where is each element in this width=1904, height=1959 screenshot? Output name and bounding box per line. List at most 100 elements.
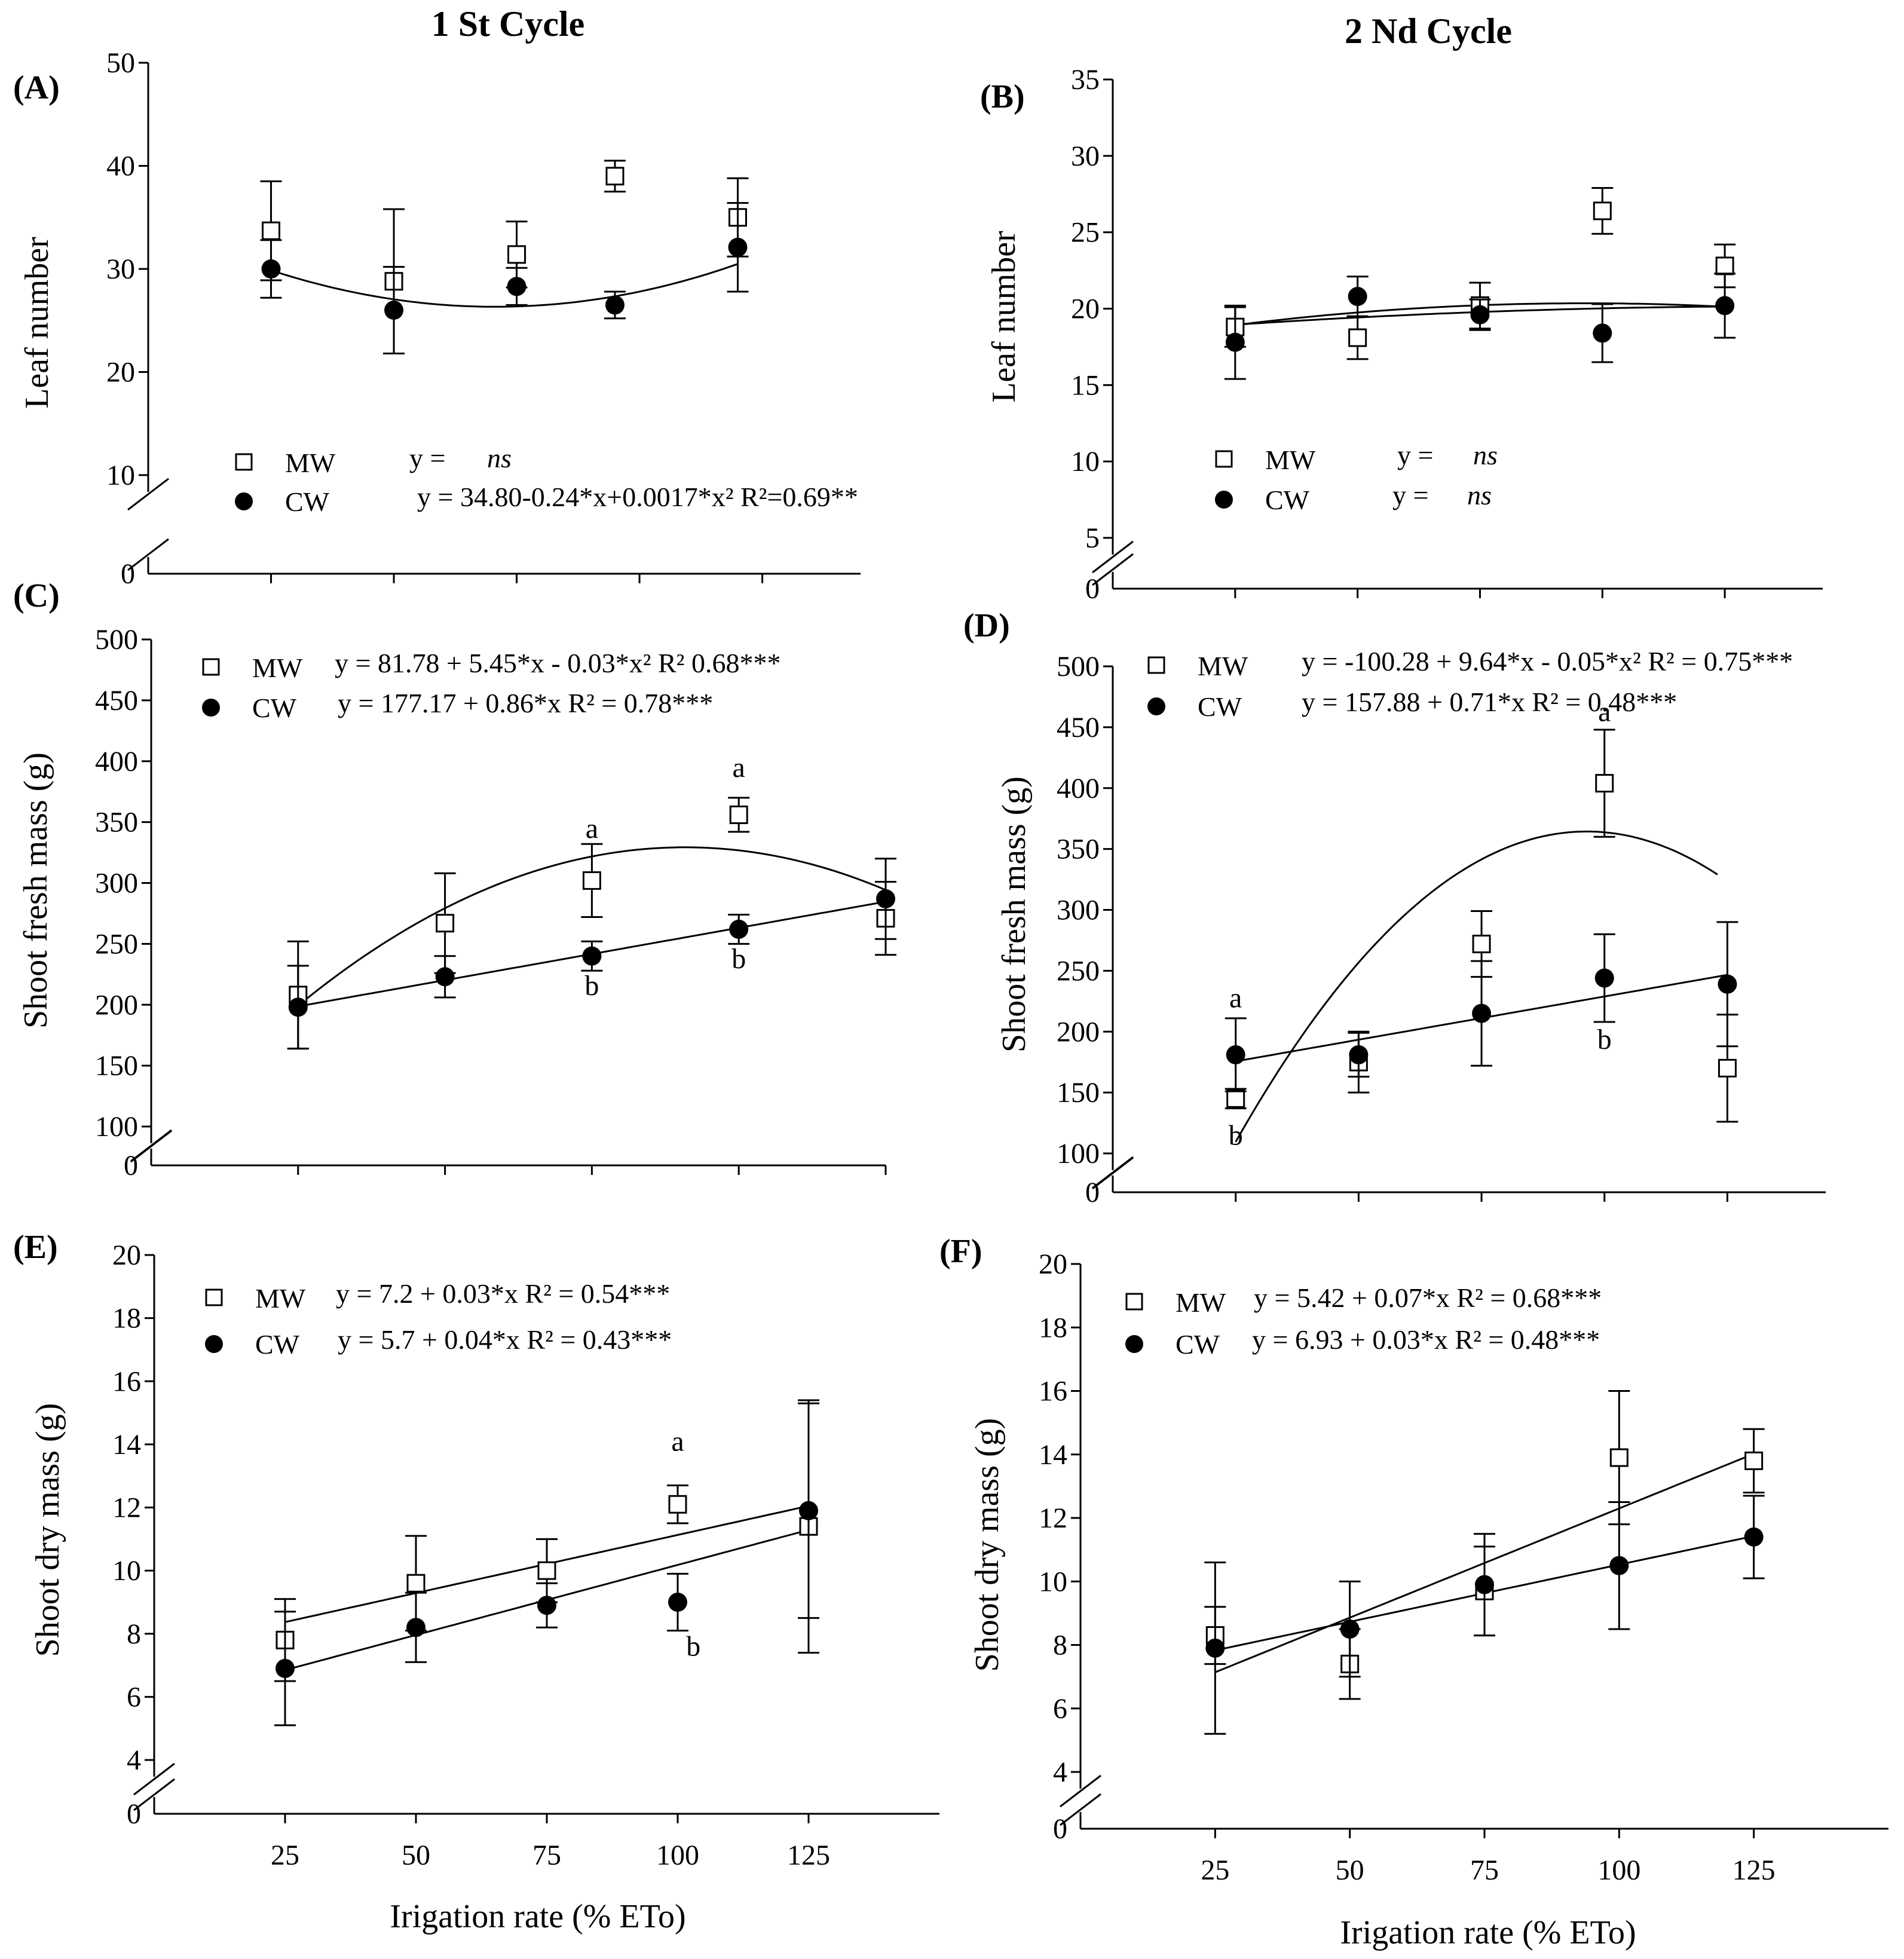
axis-break-mark — [1060, 1793, 1101, 1826]
data-point-mw — [605, 167, 625, 186]
y-tick-zero: 0 — [127, 1798, 141, 1830]
y-tick-label: 20 — [112, 1239, 141, 1271]
data-point-cw — [1349, 1045, 1369, 1064]
y-tick-label: 20 — [1039, 1248, 1067, 1280]
y-tick-label: 250 — [1057, 955, 1100, 987]
data-point-mw — [1593, 201, 1612, 221]
data-point-cw — [1348, 287, 1367, 307]
legend-equation-mw: y = 81.78 + 5.45*x - 0.03*x² R² 0.68*** — [335, 648, 780, 678]
legend-equation-mw: y = — [1397, 440, 1433, 470]
legend-equation-mw: y = 5.42 + 0.07*x R² = 0.68*** — [1254, 1282, 1602, 1313]
legend-name-cw: CW — [255, 1329, 300, 1360]
y-tick-label: 50 — [106, 47, 135, 79]
y-tick-label: 16 — [1039, 1376, 1067, 1407]
y-tick-label: 450 — [1057, 712, 1100, 743]
panel-label: (E) — [13, 1229, 58, 1266]
axis-break-mark — [1092, 1156, 1134, 1190]
legend-equation-cw: y = 157.88 + 0.71*x R² = 0.48*** — [1302, 687, 1677, 717]
legend-ns-mw: ns — [487, 443, 512, 473]
legend-equation-cw: y = 5.7 + 0.04*x R² = 0.43*** — [338, 1324, 672, 1355]
legend-name-cw: CW — [1176, 1329, 1220, 1360]
y-tick-label: 8 — [1053, 1630, 1067, 1661]
legend-name-mw: MW — [285, 448, 336, 478]
legend-equation-mw: y = — [409, 443, 445, 473]
legend-marker-mw — [235, 453, 253, 471]
x-tick-label: 100 — [656, 1839, 699, 1871]
y-tick-label: 18 — [1039, 1312, 1067, 1343]
y-tick-label: 18 — [112, 1303, 141, 1334]
data-point-mw — [537, 1561, 556, 1580]
column-title-2: 2 Nd Cycle — [1345, 11, 1512, 51]
data-point-cw — [1609, 1556, 1629, 1575]
legend-name-cw: CW — [1198, 691, 1242, 722]
y-tick-label: 20 — [1071, 293, 1100, 325]
data-point-cw — [537, 1596, 556, 1615]
y-tick-label: 15 — [1071, 369, 1100, 401]
y-axis-label: Shoot fresh mass (g) — [996, 776, 1033, 1052]
y-axis-label: Leaf number — [985, 231, 1023, 403]
data-point-cw — [384, 301, 404, 320]
y-tick-label: 10 — [1039, 1566, 1067, 1597]
fit-line-mw — [1235, 830, 1718, 1143]
legend-name-cw: CW — [252, 693, 297, 723]
y-tick-label: 10 — [1071, 446, 1100, 477]
data-point-mw — [668, 1495, 687, 1514]
y-tick-zero: 0 — [124, 1150, 138, 1181]
fit-line-cw — [271, 263, 738, 308]
data-point-cw — [435, 967, 455, 987]
panel-label: (B) — [980, 78, 1025, 115]
y-tick-label: 5 — [1085, 522, 1100, 554]
data-point-mw — [406, 1574, 426, 1593]
y-tick-label: 20 — [106, 357, 135, 388]
y-axis-label: Shoot dry mass (g) — [969, 1418, 1006, 1672]
y-tick-label: 100 — [1057, 1138, 1100, 1170]
data-point-cw — [1225, 332, 1245, 352]
x-tick-label: 125 — [1732, 1854, 1776, 1886]
axis-break-mark — [127, 477, 169, 511]
y-axis-label: Shoot dry mass (g) — [29, 1403, 66, 1657]
axis-break-mark — [130, 1130, 172, 1163]
data-point-mw — [1718, 1058, 1737, 1078]
significance-letter: a — [671, 1425, 684, 1457]
legend-name-mw: MW — [255, 1283, 306, 1314]
legend-name-mw: MW — [1176, 1287, 1226, 1318]
y-tick-label: 14 — [112, 1429, 141, 1461]
significance-letter: b — [1597, 1024, 1612, 1055]
data-point-mw — [1744, 1451, 1764, 1470]
column-title-1: 1 St Cycle — [431, 4, 585, 44]
legend-marker-cw — [202, 699, 220, 717]
legend-marker-mw — [205, 1288, 223, 1306]
y-tick-label: 16 — [112, 1366, 141, 1397]
data-point-cw — [1226, 1045, 1245, 1064]
data-point-cw — [1205, 1638, 1225, 1658]
data-point-cw — [276, 1658, 295, 1678]
legend-marker-mw — [1147, 656, 1165, 674]
y-axis-label: Shoot fresh mass (g) — [17, 752, 54, 1029]
legend-name-cw: CW — [285, 486, 330, 517]
y-tick-label: 6 — [1053, 1693, 1067, 1725]
legend-ns-mw: ns — [1473, 440, 1498, 470]
x-tick-label: 25 — [271, 1839, 299, 1871]
significance-letter: b — [731, 943, 746, 975]
y-tick-label: 12 — [112, 1492, 141, 1524]
data-point-mw — [436, 914, 455, 933]
data-point-cw — [406, 1618, 426, 1637]
axis-break-mark — [1092, 540, 1134, 574]
data-point-mw — [507, 245, 526, 264]
significance-letter: b — [1229, 1120, 1243, 1152]
data-point-cw — [1475, 1575, 1494, 1594]
data-point-cw — [261, 259, 281, 278]
axis-break-mark — [1060, 1774, 1101, 1808]
panel-e: (E) Shoot dry mass (g) 0 4 6 8 10 12 14 16 18 20 25 5… — [13, 1229, 939, 1871]
data-point-cw — [582, 946, 602, 966]
legend-name-mw: MW — [252, 653, 303, 683]
axis-break-mark — [1092, 553, 1134, 586]
data-point-cw — [1340, 1619, 1360, 1639]
data-point-cw — [1594, 968, 1614, 988]
data-point-cw — [605, 295, 625, 315]
significance-letter: b — [686, 1631, 700, 1663]
y-tick-label: 350 — [1057, 834, 1100, 865]
y-tick-label: 100 — [95, 1111, 138, 1143]
